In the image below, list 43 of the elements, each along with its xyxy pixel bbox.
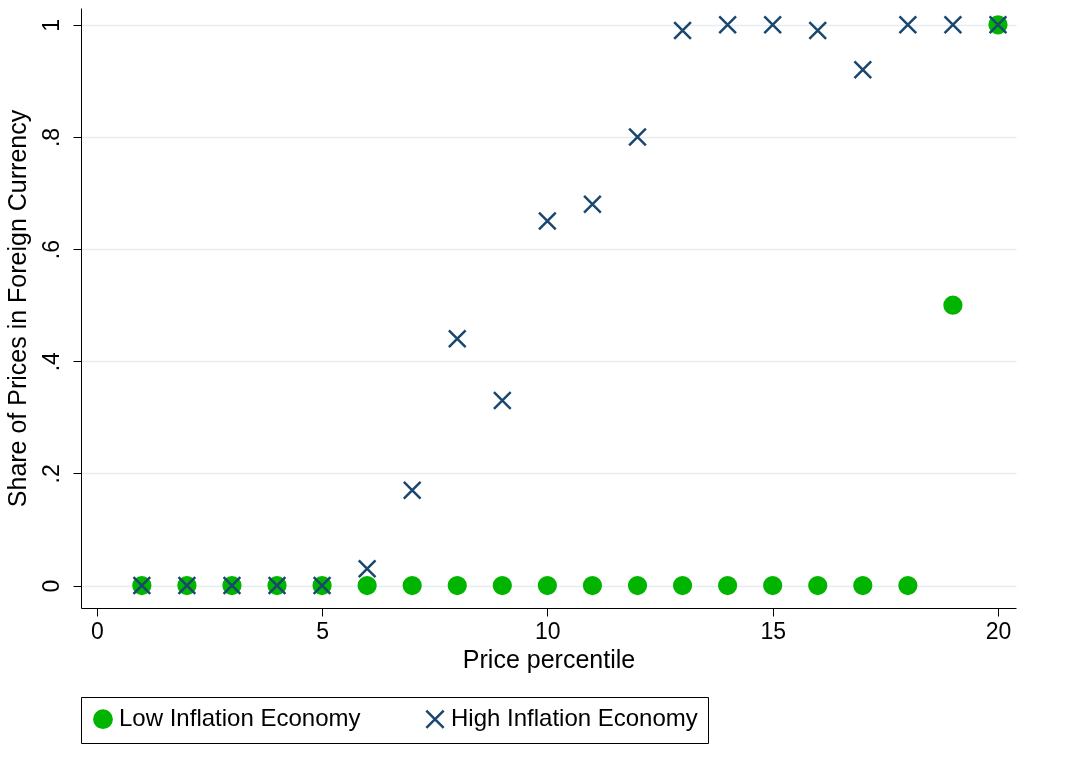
- point: [672, 575, 693, 596]
- point: [763, 575, 783, 596]
- legend-label: Low Inflation Economy: [119, 704, 361, 732]
- x-tick-label: 10: [535, 617, 561, 644]
- y-tick-label: 1: [37, 18, 64, 32]
- point: [447, 575, 467, 596]
- point: [402, 575, 422, 596]
- point: [582, 194, 603, 214]
- x-tick-label: 15: [760, 617, 786, 644]
- point: [898, 15, 918, 35]
- point: [853, 575, 873, 596]
- point: [853, 60, 873, 80]
- point: [627, 127, 648, 147]
- x-tick-label: 20: [985, 617, 1012, 644]
- point: [943, 295, 963, 315]
- point: [898, 575, 918, 596]
- point: [447, 329, 467, 349]
- point: [402, 480, 422, 500]
- point: [808, 575, 828, 596]
- legend-label: High Inflation Economy: [451, 704, 698, 732]
- y-tick-label: 0: [37, 579, 64, 593]
- point: [357, 559, 377, 579]
- y-tick-label: .4: [37, 351, 64, 372]
- y-axis-title: Share of Prices in Foreign Currency: [2, 109, 31, 508]
- point: [718, 15, 738, 35]
- point: [357, 575, 377, 596]
- point: [943, 15, 963, 35]
- point: [763, 15, 783, 35]
- y-tick-label: .8: [37, 127, 64, 148]
- point: [582, 575, 603, 596]
- point: [808, 20, 828, 41]
- y-tick-label: .6: [37, 240, 64, 260]
- x-tick-label: 5: [316, 617, 329, 644]
- y-tick-label: .2: [37, 464, 64, 484]
- point: [492, 575, 512, 596]
- point: [537, 211, 557, 231]
- point: [672, 20, 693, 41]
- point: [627, 575, 648, 596]
- point: [537, 575, 557, 596]
- x-tick-label: 0: [90, 617, 104, 644]
- point: [492, 390, 512, 411]
- point: [718, 575, 738, 596]
- x-axis-title: Price percentile: [462, 644, 636, 673]
